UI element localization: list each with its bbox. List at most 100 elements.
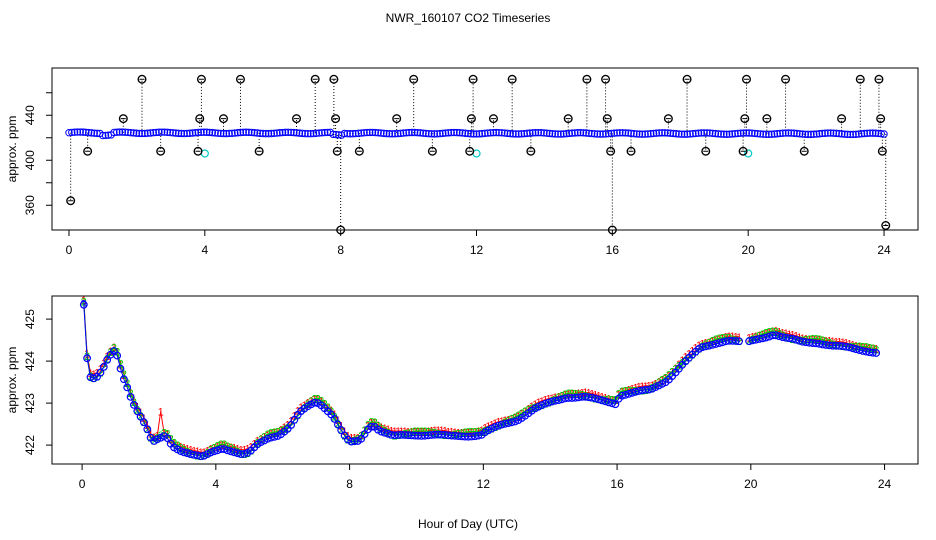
top-baseline-point (225, 129, 233, 138)
top-baseline-point (618, 129, 627, 137)
top-baseline-point (585, 129, 593, 137)
top-baseline-point (141, 129, 149, 138)
top-baseline-point (183, 129, 191, 138)
series-3-point (133, 407, 142, 416)
bottom-y-tick-label: 423 (23, 393, 37, 413)
series-3-point (337, 426, 346, 435)
top-baseline-point (829, 129, 838, 137)
series-2-point-label: 2 (161, 428, 167, 440)
top-outlier-point (601, 74, 611, 84)
top-baseline-point (287, 128, 295, 137)
top-baseline-point (427, 130, 436, 138)
series-3-point (136, 412, 145, 421)
top-baseline-point (363, 128, 371, 137)
series-3-point (869, 348, 877, 357)
top-baseline-point (717, 130, 725, 138)
top-baseline-point (751, 129, 759, 138)
top-outlier-point (465, 146, 475, 156)
top-baseline-point (276, 129, 284, 137)
top-x-tick-label: 24 (877, 243, 891, 257)
top-baseline-point (186, 129, 194, 137)
top-baseline-point (245, 128, 253, 137)
top-baseline-point (807, 130, 815, 139)
top-panel: approx. ppm 0 4 8 12 16 20 24 360 400 440 (5, 67, 919, 257)
series-3-point (474, 431, 483, 440)
top-baseline-point (124, 128, 132, 137)
top-outlier-point (781, 74, 791, 84)
top-baseline-point (163, 128, 172, 136)
top-baseline-point (680, 130, 689, 138)
top-baseline-point (329, 130, 337, 139)
top-baseline-point (627, 129, 635, 138)
top-outlier-point (83, 146, 93, 156)
series-2-point-label: 2 (121, 369, 127, 381)
top-baseline-point (604, 129, 613, 138)
top-baseline-point (866, 129, 874, 137)
top-baseline-point (219, 129, 228, 138)
top-baseline-point (388, 130, 396, 138)
top-baseline-point (222, 129, 231, 138)
top-baseline-point (298, 129, 306, 138)
bottom-y-tick-label: 422 (23, 435, 37, 455)
top-baseline-point (146, 129, 155, 137)
top-baseline-point (441, 129, 450, 137)
series-3-point (139, 418, 148, 427)
top-outlier-point (156, 146, 166, 156)
top-baseline-point (129, 129, 138, 137)
top-baseline-point (500, 129, 509, 137)
top-outlier-point (837, 114, 847, 124)
top-baseline-point (425, 129, 433, 138)
series-3-point (330, 415, 339, 423)
top-baseline-point (880, 130, 888, 138)
top-baseline-point (121, 128, 129, 136)
top-baseline-point (419, 129, 427, 137)
top-baseline-point (82, 128, 90, 137)
top-outlier-point (468, 74, 478, 84)
top-baseline-point (349, 130, 357, 138)
top-baseline-point (160, 128, 169, 136)
top-highlight-point (744, 149, 753, 158)
top-baseline-point (779, 129, 787, 137)
top-baseline-point (295, 129, 304, 137)
top-baseline-point (793, 129, 801, 138)
top-baseline-point (860, 129, 869, 138)
top-baseline-point (852, 130, 860, 138)
series-3-point (196, 452, 205, 461)
top-x-tick-label: 16 (606, 243, 620, 257)
top-baseline-point (430, 130, 439, 138)
top-baseline-point (534, 128, 543, 137)
top-baseline-point (551, 130, 559, 138)
series-3-point (380, 428, 389, 437)
top-baseline-point (489, 128, 498, 137)
bottom-x-tick-label: 8 (346, 477, 353, 491)
top-baseline-point (624, 129, 632, 137)
top-baseline-point (765, 130, 773, 139)
top-baseline-point (644, 130, 652, 138)
top-baseline-point (529, 129, 537, 137)
series-2-point-label: 2 (358, 430, 364, 442)
top-baseline-point (394, 129, 402, 138)
top-outlier-point (874, 74, 884, 84)
series-2-point-label: 2 (111, 343, 117, 355)
series-3-point (377, 427, 386, 436)
top-baseline-point (669, 129, 677, 138)
top-baseline-point (708, 129, 717, 137)
top-baseline-point (517, 130, 526, 138)
series-3-point (735, 337, 743, 346)
top-baseline-point (478, 129, 486, 138)
series-2-point-label: 2 (873, 344, 879, 356)
top-baseline-point (514, 130, 523, 138)
top-baseline-point (613, 129, 621, 137)
top-baseline-point (846, 130, 855, 139)
top-baseline-point (262, 129, 270, 138)
top-baseline-point (177, 129, 186, 138)
top-baseline-point (405, 128, 413, 137)
top-outlier-point (336, 225, 346, 235)
series-3-point (598, 396, 606, 405)
top-baseline-point (360, 129, 368, 137)
bottom-x-tick-label: 12 (477, 477, 491, 491)
bottom-x-tick-label: 16 (610, 477, 624, 491)
top-baseline-point (208, 128, 217, 137)
top-baseline-point (484, 129, 492, 137)
